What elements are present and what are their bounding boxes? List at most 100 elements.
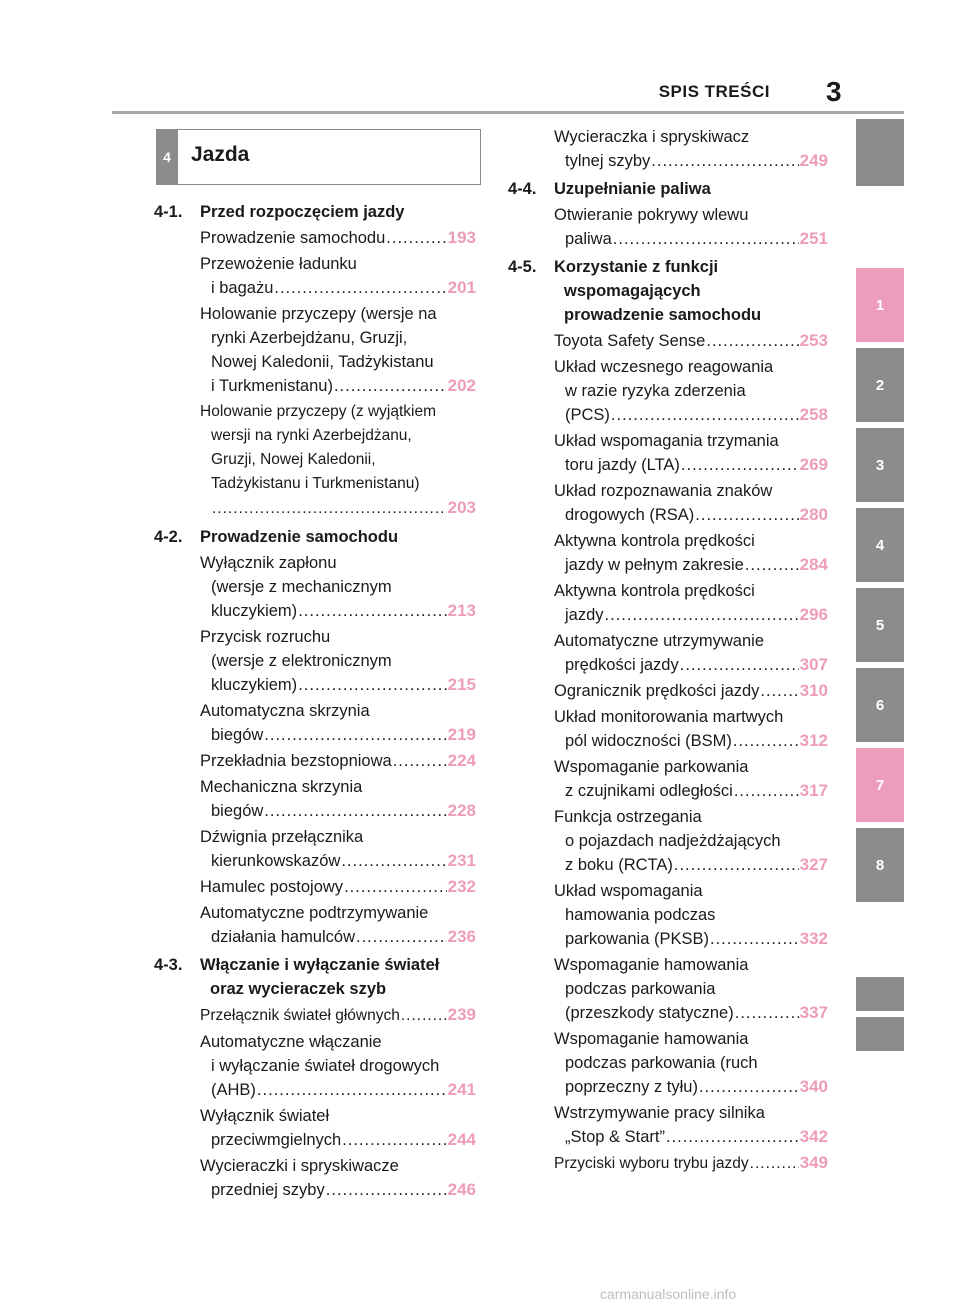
toc-entry[interactable]: Automatyczna skrzynia biegów 219 [200,699,476,747]
toc-entry[interactable]: Układ rozpoznawania znaków drogowych (RSA… [554,479,828,527]
chapter-tab-8[interactable]: 8 [856,828,904,902]
toc-page-number[interactable]: 241 [447,1080,476,1099]
toc-page-number[interactable]: 239 [447,1005,476,1024]
toc-page-number[interactable]: 244 [447,1130,476,1149]
toc-entry[interactable]: Wspomaganie hamowania podczas parkowania (… [554,953,828,1025]
header-divider [112,111,904,114]
toc-entry[interactable]: Hamulec postojowy 232 [200,875,476,899]
toc-entry[interactable]: Wycieraczki i spryskiwacze przedniej szyb… [200,1154,476,1202]
page-number: 3 [826,76,842,107]
toc-entry-text: biegów [211,726,264,744]
toc-entry[interactable]: Otwieranie pokrywy wlewu paliwa 251 [554,203,828,251]
toc-entry-text: Układ rozpoznawania znaków [554,482,773,500]
toc-entry[interactable]: Układ wspomagania hamowania podczas parkow… [554,879,828,951]
toc-page-number[interactable]: 332 [799,929,828,948]
toc-page-number[interactable]: 215 [447,675,476,694]
toc-entry[interactable]: Automatyczne włączanie i wyłączanie świat… [200,1030,476,1102]
chapter-tab-6[interactable]: 6 [856,668,904,742]
toc-page-number[interactable]: 203 [447,498,476,517]
toc-entry-text: (przeszkody statyczne) [565,1004,734,1022]
dot-leader [699,1075,799,1099]
toc-entry[interactable]: Wycieraczka i spryskiwacz tylnej szyby 249 [554,125,828,173]
dot-leader [710,927,799,951]
toc-page-number[interactable]: 280 [799,505,828,524]
toc-entry[interactable]: Wstrzymywanie pracy silnika „Stop & Start… [554,1101,828,1149]
toc-entry[interactable]: Holowanie przyczepy (z wyjątkiem wersji n… [200,400,476,521]
chapter-tab-1[interactable]: 1 [856,268,904,342]
chapter-tab-blank[interactable] [856,977,904,1011]
toc-entry[interactable]: Układ wspomagania trzymania toru jazdy (L… [554,429,828,477]
toc-page-number[interactable]: 296 [799,605,828,624]
toc-entry[interactable]: Prowadzenie samochodu 193 [200,226,476,250]
toc-entry[interactable]: Mechaniczna skrzynia biegów 228 [200,775,476,823]
chapter-tab-2[interactable]: 2 [856,348,904,422]
toc-entry[interactable]: Funkcja ostrzegania o pojazdach nadjeżdża… [554,805,828,877]
toc-page-number[interactable]: 307 [799,655,828,674]
toc-entry[interactable]: Aktywna kontrola prędkości jazdy w pełnym… [554,529,828,577]
toc-page-number[interactable]: 224 [447,751,476,770]
toc-entry[interactable]: Automatyczne utrzymywanie prędkości jazdy… [554,629,828,677]
toc-page-number[interactable]: 327 [799,855,828,874]
chapter-tab-7[interactable]: 7 [856,748,904,822]
toc-entry[interactable]: Przekładnia bezstopniowa 224 [200,749,476,773]
dot-leader [298,673,446,697]
toc-entry[interactable]: Przycisk rozruchu (wersje z elektroniczny… [200,625,476,697]
toc-entry[interactable]: Toyota Safety Sense 253 [554,329,828,353]
toc-page-number[interactable]: 201 [447,278,476,297]
toc-entry[interactable]: Wyłącznik zapłonu (wersje z mechanicznym k… [200,551,476,623]
toc-page-number[interactable]: 232 [447,877,476,896]
toc-entry[interactable]: Ogranicznik prędkości jazdy 310 [554,679,828,703]
toc-entry[interactable]: Układ wczesnego reagowania w razie ryzyka… [554,355,828,427]
toc-page-number[interactable]: 317 [799,781,828,800]
dot-leader [344,875,447,899]
toc-page-number[interactable]: 193 [447,228,476,247]
toc-entry[interactable]: Układ monitorowania martwych pól widoczno… [554,705,828,753]
toc-page-number[interactable]: 219 [447,725,476,744]
toc-page-number[interactable]: 349 [799,1153,828,1172]
chapter-tab-blank[interactable] [856,1017,904,1051]
toc-entry[interactable]: Wspomaganie hamowania podczas parkowania … [554,1027,828,1099]
toc-page-number[interactable]: 231 [447,851,476,870]
toc-entry[interactable]: Wyłącznik świateł przeciwmgielnych 244 [200,1104,476,1152]
toc-page-number[interactable]: 310 [799,681,828,700]
toc-entry-text: (wersje z elektronicznym [211,652,392,670]
dot-leader [341,849,446,873]
dot-leader [613,227,799,251]
toc-page-number[interactable]: 228 [447,801,476,820]
toc-entry[interactable]: Przyciski wyboru trybu jazdy 349 [554,1151,828,1176]
toc-page-number[interactable]: 269 [799,455,828,474]
toc-entry-text: o pojazdach nadjeżdżających [565,832,781,850]
toc-entry[interactable]: Aktywna kontrola prędkości jazdy 296 [554,579,828,627]
toc-page-number[interactable]: 202 [447,376,476,395]
toc-page-number[interactable]: 253 [799,331,828,350]
toc-page-number[interactable]: 251 [799,229,828,248]
dot-leader [298,599,446,623]
toc-page-number[interactable]: 312 [799,731,828,750]
toc-entry[interactable]: Wspomaganie parkowania z czujnikami odleg… [554,755,828,803]
toc-entry[interactable]: Automatyczne podtrzymywanie działania ham… [200,901,476,949]
toc-page-number[interactable]: 249 [799,151,828,170]
chapter-tab-3[interactable]: 3 [856,428,904,502]
toc-entry[interactable]: Przełącznik świateł głównych 239 [200,1003,476,1028]
toc-page-number[interactable]: 236 [447,927,476,946]
toc-entry[interactable]: Przewożenie ładunku i bagażu 201 [200,252,476,300]
toc-entry-text: Wycieraczki i spryskiwacze [200,1157,399,1175]
toc-page-number[interactable]: 342 [799,1127,828,1146]
toc-page-number[interactable]: 246 [447,1180,476,1199]
toc-page-number[interactable]: 337 [799,1003,828,1022]
dot-leader [611,403,799,427]
toc-entry[interactable]: Dźwignia przełącznika kierunkowskazów 231 [200,825,476,873]
toc-page-number[interactable]: 213 [447,601,476,620]
toc-entry-text: rynki Azerbejdżanu, Gruzji, [211,329,408,347]
toc-entry-text: Układ wspomagania trzymania [554,432,779,450]
chapter-tab-blank[interactable] [856,119,904,186]
toc-page-number[interactable]: 258 [799,405,828,424]
toc-entry[interactable]: Holowanie przyczepy (wersje na rynki Azer… [200,302,476,398]
chapter-tab-5[interactable]: 5 [856,588,904,662]
toc-page-number[interactable]: 284 [799,555,828,574]
chapter-tab-4[interactable]: 4 [856,508,904,582]
toc-entry-text: Wspomaganie hamowania [554,956,749,974]
toc-page-number[interactable]: 340 [799,1077,828,1096]
toc-entry-text: z boku (RCTA) [565,856,673,874]
toc-entry-text: Wstrzymywanie pracy silnika [554,1104,765,1122]
